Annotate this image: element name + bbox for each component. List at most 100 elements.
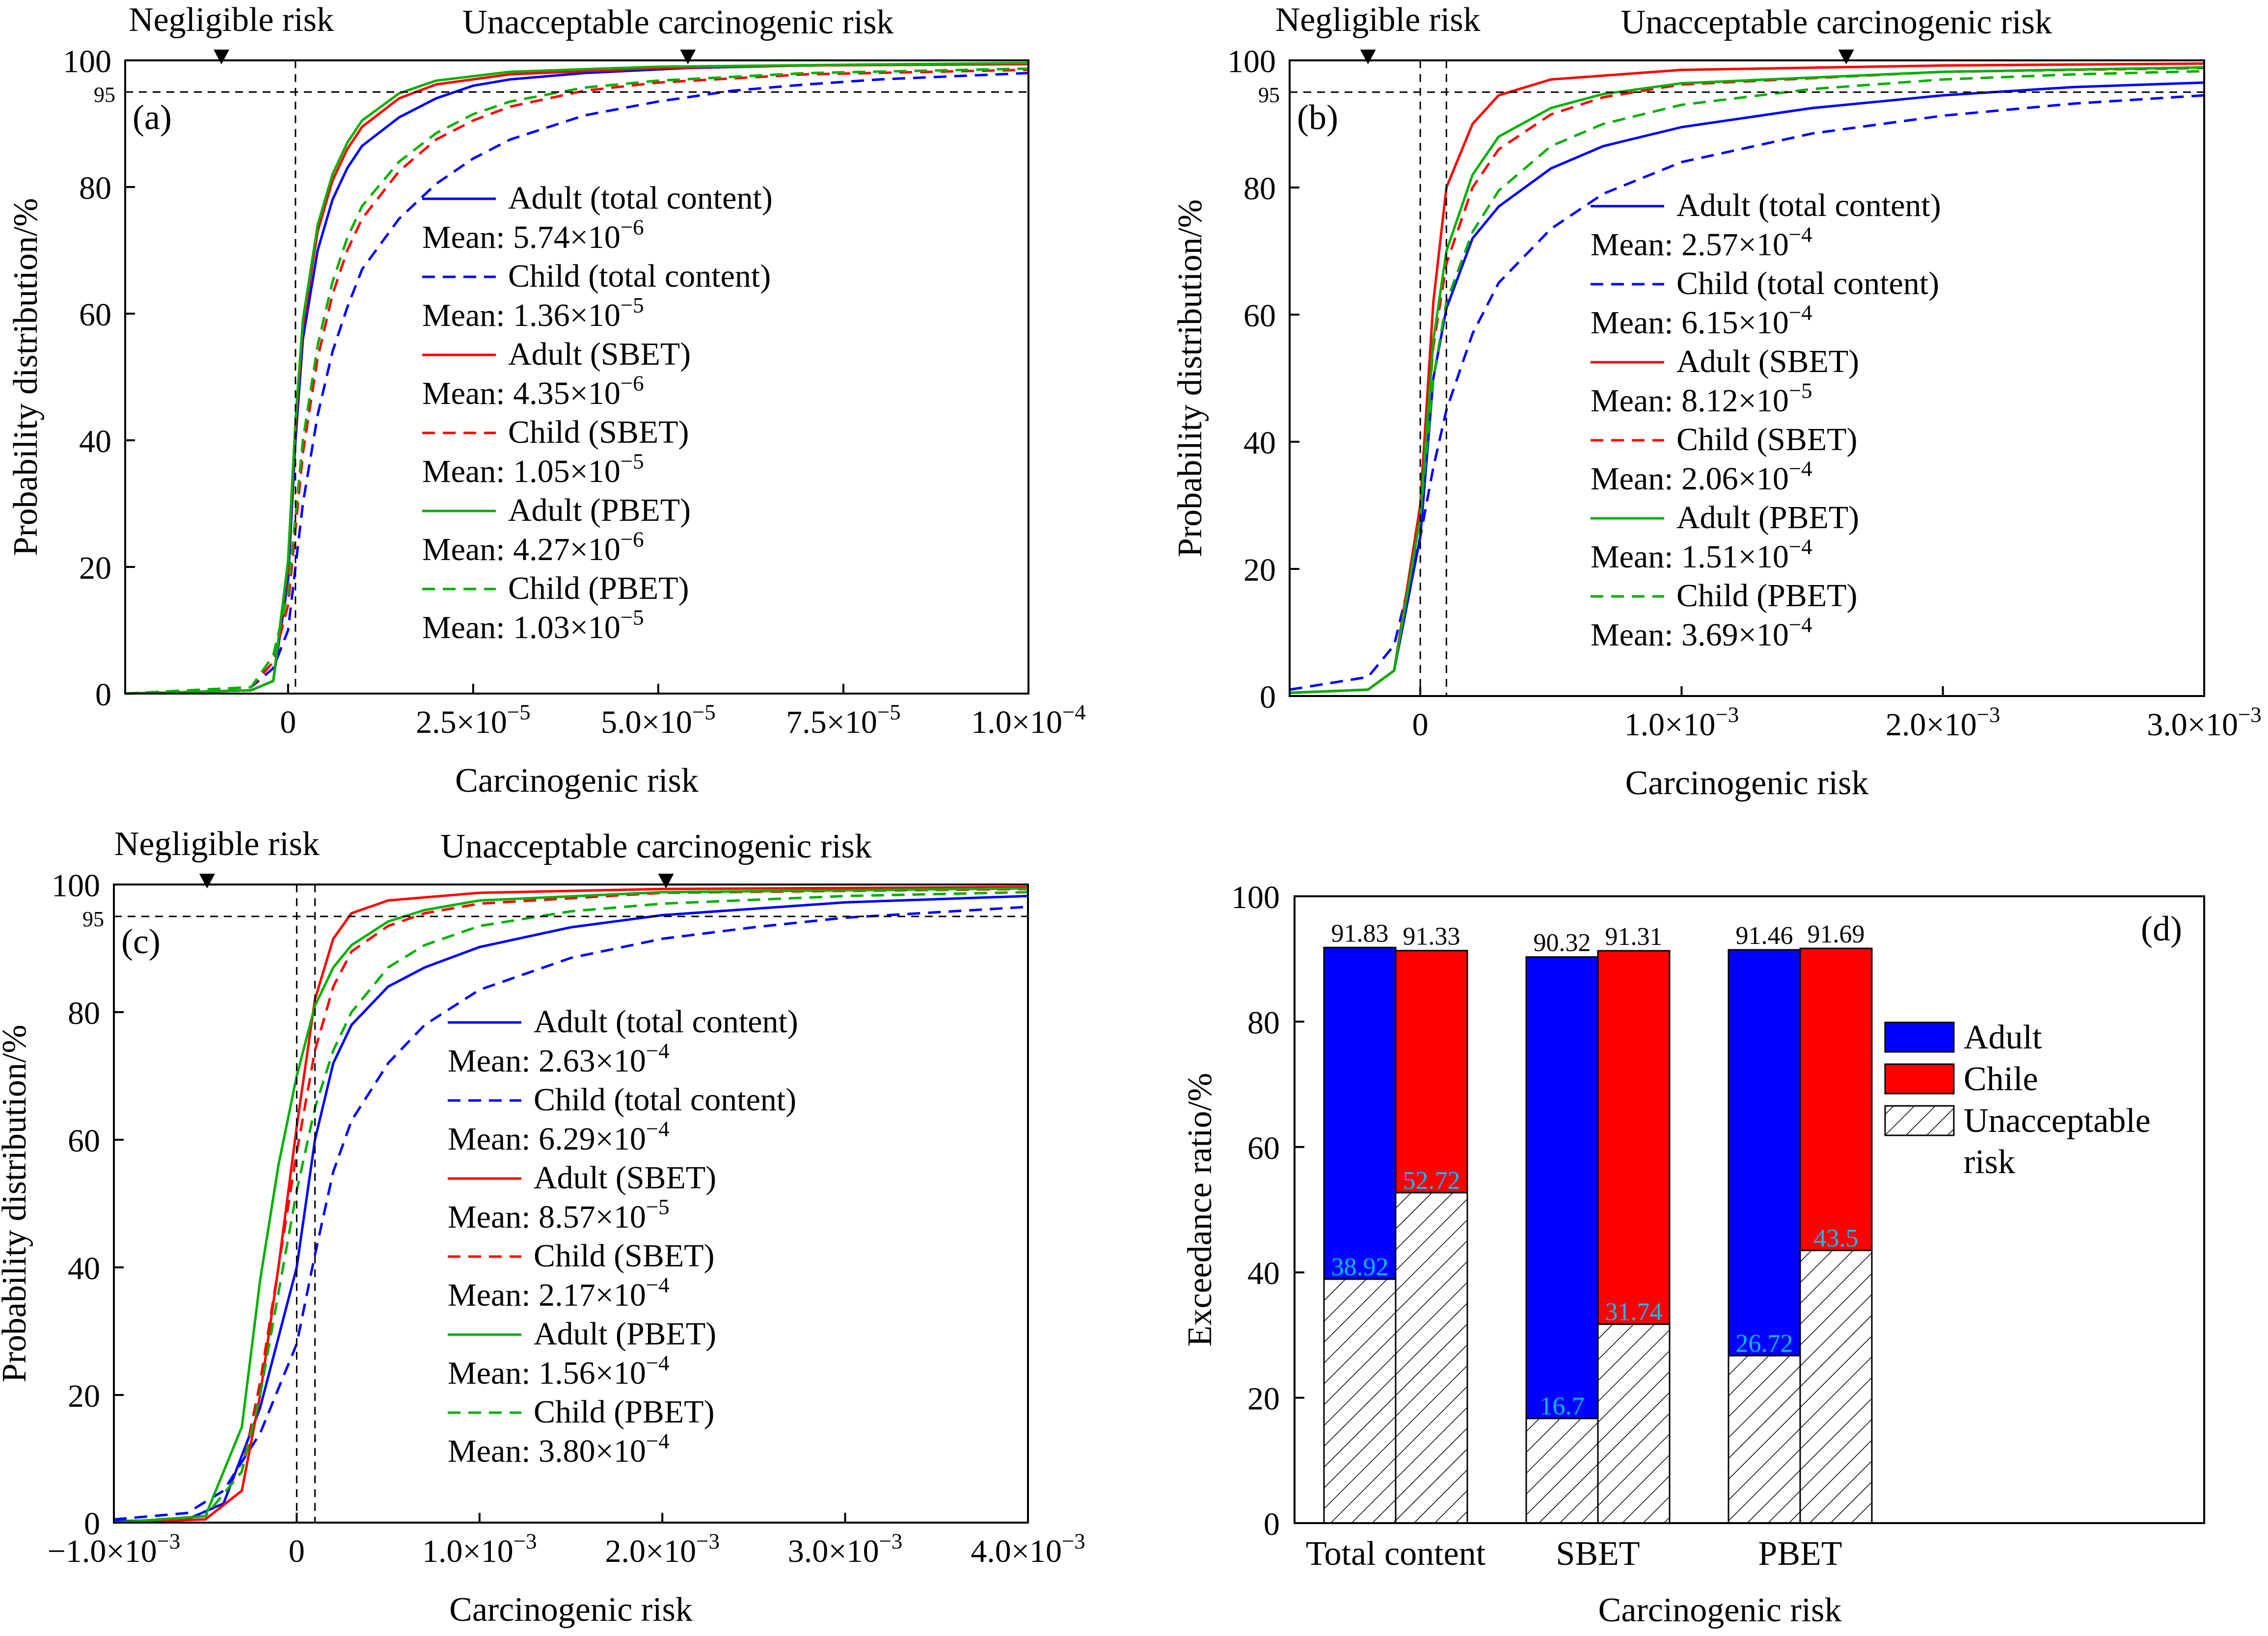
legend-label-risk: risk	[1964, 1143, 2015, 1181]
legend-label-1: Child (total content)	[508, 258, 771, 294]
x-tick-label: 7.5×10−5	[786, 699, 900, 740]
category-label: SBET	[1556, 1535, 1640, 1573]
bar-unacceptable-label: 31.74	[1605, 1298, 1663, 1326]
legend-swatch-chile	[1884, 1063, 1955, 1095]
legend-label-0: Adult (total content)	[508, 180, 773, 216]
reference-label-95: 95	[94, 83, 115, 107]
y-tick-label: 80	[1247, 1005, 1280, 1041]
y-tick-label: 100	[1227, 44, 1276, 80]
legend-mean-5: Mean: 3.69×10−4	[1591, 612, 1812, 653]
x-tick-label: 0	[1412, 707, 1429, 743]
legend-label-4: Adult (PBET)	[534, 1316, 716, 1352]
y-axis-label: Probability distribution/%	[0, 1024, 33, 1382]
plot-frame	[1289, 59, 2205, 697]
series-line-5	[113, 891, 1028, 1524]
unacceptable-risk-label: Unacceptable carcinogenic risk	[1621, 3, 2052, 41]
unacceptable-risk-label: Unacceptable carcinogenic risk	[462, 3, 893, 41]
y-tick-label: 20	[79, 550, 111, 586]
x-tick-label: 2.0×10−3	[605, 1529, 719, 1569]
y-tick-label: 40	[1247, 1256, 1280, 1291]
y-axis-label: Exceedance ratio/%	[1181, 1073, 1219, 1347]
x-tick-label: 0	[280, 704, 296, 740]
bar-unacceptable-label: 38.92	[1331, 1253, 1389, 1281]
legend-mean-1: Mean: 1.36×10−5	[422, 293, 644, 333]
legend-mean-2: Mean: 8.12×10−5	[1591, 378, 1812, 419]
series-line-1	[1289, 94, 2205, 691]
legend-mean-0: Mean: 2.57×10−4	[1591, 222, 1812, 263]
reference-label-95: 95	[82, 907, 104, 931]
category-label: Total content	[1306, 1535, 1486, 1573]
series-line-5	[125, 67, 1029, 695]
bar-value-label: 90.32	[1534, 929, 1591, 957]
x-tick-label: 3.0×10−3	[788, 1529, 902, 1569]
y-tick-label: 60	[1247, 1130, 1280, 1166]
negligible-risk-marker	[1360, 50, 1376, 64]
legend-mean-2: Mean: 4.35×10−6	[422, 371, 644, 411]
y-tick-label: 40	[79, 424, 111, 459]
bar-unacceptable-adult-2	[1728, 1355, 1801, 1524]
y-tick-label: 60	[79, 297, 111, 333]
legend-label-4: Adult (PBET)	[1676, 500, 1859, 536]
legend-label-5: Child (PBET)	[508, 570, 689, 606]
y-tick-label: 40	[68, 1251, 100, 1287]
series-line-0	[113, 894, 1028, 1523]
y-tick-label: 0	[1264, 1506, 1280, 1542]
category-label: PBET	[1758, 1535, 1842, 1573]
legend-label-0: Adult (total content)	[534, 1004, 798, 1040]
panel-d: 91.83 38.92 91.33 52.72 Total content 90.32 16…	[1181, 880, 2205, 1629]
negligible-risk-marker	[199, 874, 215, 888]
y-tick-label: 0	[84, 1506, 100, 1542]
x-tick-label: 1.0×10−3	[422, 1529, 537, 1569]
legend-label-3: Child (SBET)	[534, 1238, 715, 1274]
legend-mean-4: Mean: 1.51×10−4	[1591, 534, 1812, 575]
panel-label: (b)	[1297, 98, 1338, 137]
bar-unacceptable-chile-2	[1799, 1250, 1873, 1524]
y-tick-label: 80	[68, 995, 100, 1031]
x-tick-label: 2.5×10−5	[416, 699, 530, 740]
legend-label-1: Child (total content)	[534, 1082, 796, 1118]
legend-swatch-unacceptable	[1884, 1105, 1955, 1136]
legend-mean-1: Mean: 6.29×10−4	[448, 1116, 670, 1157]
legend-label-2: Adult (SBET)	[508, 336, 691, 372]
x-tick-label: 4.0×10−3	[971, 1529, 1085, 1569]
legend-swatch-adult	[1884, 1021, 1955, 1053]
series-line-4	[113, 887, 1028, 1524]
bar-unacceptable-adult-1	[1525, 1418, 1599, 1524]
y-tick-label: 0	[95, 677, 111, 713]
legend-mean-0: Mean: 2.63×10−4	[448, 1038, 670, 1079]
y-tick-label: 20	[68, 1378, 100, 1414]
y-tick-label: 20	[1247, 1381, 1280, 1417]
plot-frame	[1294, 895, 2205, 1524]
x-tick-label: −1.0×10−3	[48, 1529, 181, 1569]
series-line-3	[125, 68, 1029, 695]
x-tick-label: 0	[289, 1533, 305, 1569]
bar-value-label: 91.83	[1331, 919, 1389, 947]
bar-value-label: 91.69	[1808, 920, 1865, 948]
x-axis-label: Carcinogenic risk	[1598, 1591, 1842, 1629]
legend-mean-3: Mean: 2.17×10−4	[448, 1272, 670, 1313]
bar-value-label: 91.46	[1736, 922, 1793, 950]
plot-frame	[113, 884, 1029, 1524]
legend-mean-4: Mean: 1.56×10−4	[448, 1350, 670, 1391]
series-line-5	[1289, 70, 2205, 694]
bar-value-label: 91.31	[1605, 923, 1663, 951]
reference-label-95: 95	[1258, 83, 1280, 107]
y-axis-label: Probability distribution/%	[7, 198, 45, 556]
legend-label-unacceptable: Unacceptable	[1964, 1102, 2151, 1140]
unacceptable-risk-marker	[658, 874, 674, 888]
legend-label-4: Adult (PBET)	[508, 492, 691, 528]
legend-label-chile: Chile	[1964, 1060, 2038, 1098]
x-tick-label: 5.0×10−5	[601, 699, 715, 740]
legend-label-2: Adult (SBET)	[534, 1160, 716, 1196]
legend-label-0: Adult (total content)	[1676, 188, 1941, 223]
legend-mean-1: Mean: 6.15×10−4	[1591, 300, 1812, 341]
x-tick-label: 1.0×10−4	[971, 699, 1085, 740]
negligible-risk-label: Negligible risk	[114, 825, 320, 863]
panel-label: (d)	[2141, 909, 2182, 948]
y-tick-label: 100	[63, 44, 111, 80]
legend-mean-3: Mean: 2.06×10−4	[1591, 456, 1812, 497]
unacceptable-risk-marker	[1838, 50, 1854, 64]
y-tick-label: 80	[79, 170, 111, 206]
bar-unacceptable-label: 43.5	[1814, 1225, 1859, 1253]
